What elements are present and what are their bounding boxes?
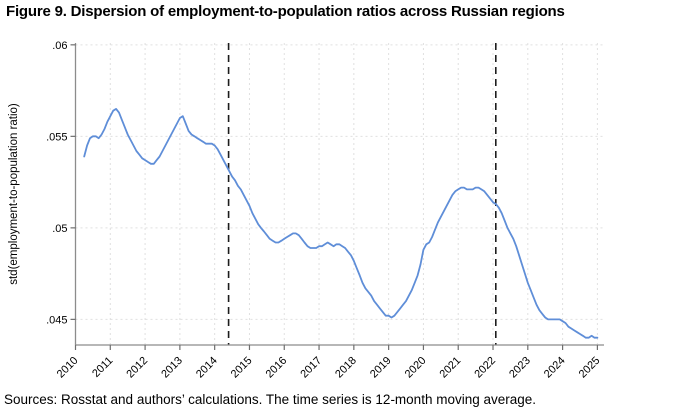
- x-tick-label: 2019: [368, 355, 394, 381]
- x-tick-label: 2022: [472, 355, 498, 381]
- x-tick-label: 2021: [438, 355, 464, 381]
- series-line: [83, 108, 599, 339]
- x-tick-label: 2025: [577, 355, 603, 381]
- y-tick-label: .06: [52, 40, 67, 52]
- y-tick-label: .05: [52, 223, 67, 235]
- x-tick-label: 2023: [507, 355, 533, 381]
- x-tick-label: 2013: [159, 355, 185, 381]
- source-note: Sources: Rosstat and authors’ calculatio…: [4, 392, 537, 407]
- x-tick-label: 2024: [542, 355, 568, 381]
- x-tick-label: 2015: [229, 355, 255, 381]
- y-axis-title: std(employment-to-population ratio): [8, 103, 20, 285]
- x-tick-label: 2012: [124, 355, 150, 381]
- y-tick-label: .045: [46, 314, 67, 326]
- x-tick-label: 2020: [403, 355, 429, 381]
- x-tick-label: 2018: [333, 355, 359, 381]
- x-tick-label: 2016: [264, 355, 290, 381]
- x-tick-label: 2017: [298, 355, 324, 381]
- x-tick-label: 2011: [90, 355, 115, 380]
- x-tick-label: 2010: [55, 355, 81, 381]
- x-tick-label: 2014: [194, 355, 220, 381]
- figure-title: Figure 9. Dispersion of employment-to-po…: [6, 3, 565, 20]
- y-tick-label: .055: [46, 131, 67, 143]
